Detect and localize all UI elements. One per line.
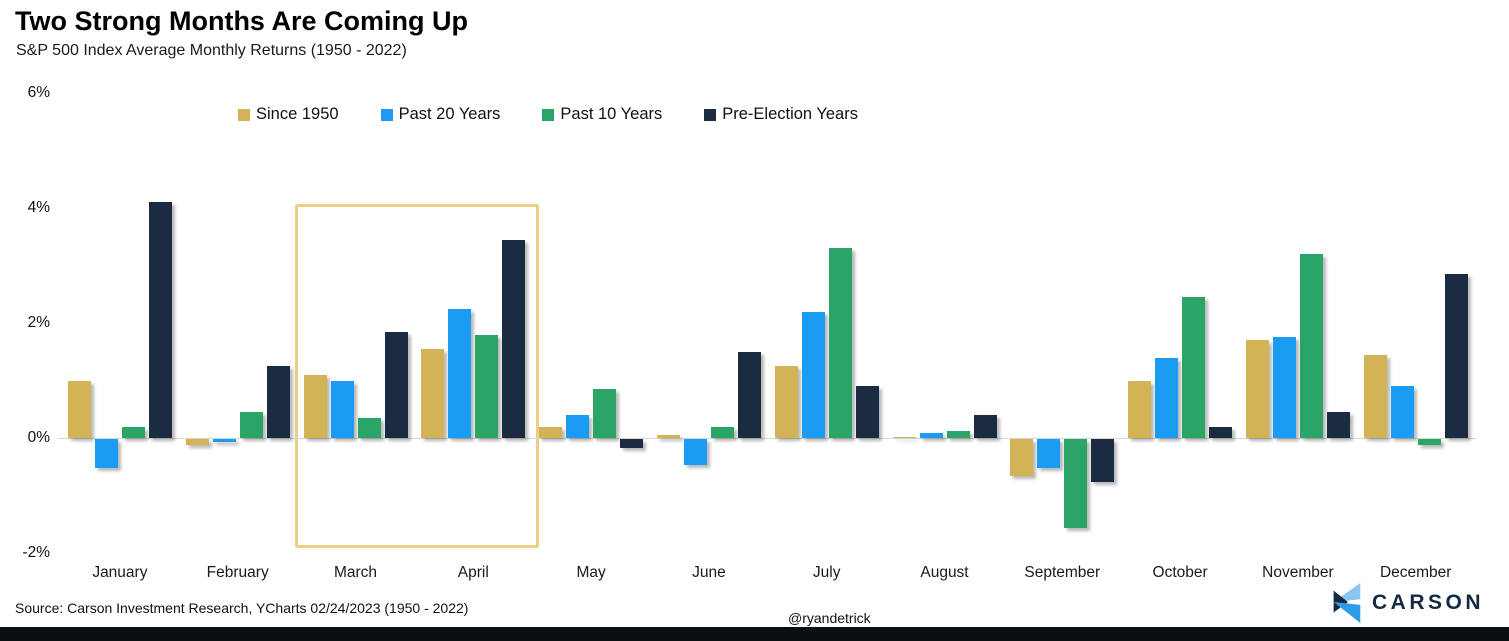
bar-pre-election-years-may [620, 439, 644, 448]
x-axis-label: December [1379, 564, 1452, 581]
x-axis-label: March [333, 564, 378, 581]
bar-past-10-years-june [710, 426, 734, 438]
zero-gridline [58, 438, 1477, 439]
legend-item: Since 1950 [238, 105, 339, 124]
x-axis-label: October [1152, 564, 1208, 581]
bar-since-1950-june [656, 435, 680, 438]
bar-past-20-years-july [801, 311, 825, 438]
page-subtitle: S&P 500 Index Average Monthly Returns (1… [16, 42, 407, 59]
x-axis-label: July [812, 564, 841, 581]
bar-since-1950-march [303, 374, 327, 438]
legend-item: Pre-Election Years [704, 105, 858, 124]
y-axis-tick: -2% [22, 544, 50, 561]
source-note: Source: Carson Investment Research, YCha… [15, 600, 469, 616]
y-axis-tick: 2% [27, 314, 50, 331]
bar-past-10-years-november [1299, 254, 1323, 438]
legend-label: Since 1950 [256, 105, 339, 123]
carson-logo: CARSON [1328, 583, 1484, 623]
bar-since-1950-august [892, 436, 916, 438]
bar-past-10-years-october [1182, 297, 1206, 438]
bar-past-10-years-august [946, 431, 970, 438]
bar-since-1950-july [774, 366, 798, 438]
bar-pre-election-years-november [1326, 412, 1350, 438]
bar-pre-election-years-march [384, 331, 408, 438]
legend-swatch-icon [238, 108, 250, 121]
bar-past-10-years-may [593, 389, 617, 438]
carson-wordmark: CARSON [1372, 591, 1485, 614]
legend-swatch-icon [380, 108, 393, 121]
twitter-handle: @ryandetrick [788, 610, 871, 626]
bar-past-10-years-march [357, 417, 381, 438]
y-axis-tick: 0% [27, 429, 50, 446]
x-axis-label: April [457, 564, 489, 581]
bar-past-20-years-april [448, 308, 472, 438]
bar-past-20-years-may [566, 415, 590, 438]
x-axis-label: May [576, 564, 606, 581]
bar-past-20-years-january [94, 439, 118, 468]
x-axis-label: February [206, 564, 269, 581]
bar-pre-election-years-january [148, 202, 172, 438]
bar-pre-election-years-april [502, 239, 526, 438]
bar-since-1950-december [1363, 354, 1387, 438]
legend-label: Past 10 Years [560, 105, 663, 123]
legend-label: Pre-Election Years [722, 105, 858, 123]
bar-past-10-years-september [1064, 439, 1088, 529]
x-axis-label: June [692, 564, 726, 581]
bar-pre-election-years-july [855, 386, 879, 438]
legend-swatch-icon [542, 108, 555, 121]
bar-since-1950-april [421, 348, 445, 438]
page-title: Two Strong Months Are Coming Up [15, 6, 468, 36]
x-axis-label: September [1024, 564, 1101, 581]
bar-past-10-years-january [121, 426, 145, 438]
carson-logo-icon [1333, 583, 1361, 623]
bar-since-1950-january [67, 380, 91, 438]
highlight-box [295, 204, 540, 548]
bar-past-20-years-november [1272, 337, 1296, 438]
bar-past-20-years-august [919, 433, 943, 438]
chart-legend: Since 1950 Past 20 Years Past 10 Years Pre-… [238, 105, 858, 124]
bar-past-20-years-september [1037, 439, 1061, 468]
bar-past-20-years-march [330, 380, 354, 438]
bar-since-1950-september [1010, 439, 1034, 477]
bar-pre-election-years-august [973, 415, 997, 438]
bar-past-20-years-february [212, 439, 236, 442]
bar-past-20-years-october [1155, 357, 1179, 438]
bar-pre-election-years-october [1209, 426, 1233, 438]
legend-item: Past 10 Years [542, 105, 662, 124]
bar-since-1950-november [1245, 340, 1269, 438]
x-axis-label: November [1262, 564, 1334, 581]
legend-swatch-icon [704, 108, 717, 121]
bar-since-1950-may [539, 426, 563, 438]
legend-item: Past 20 Years [380, 105, 501, 124]
bar-past-10-years-july [828, 248, 852, 438]
bar-pre-election-years-september [1091, 439, 1115, 483]
x-axis-label: January [92, 564, 148, 581]
bar-since-1950-october [1128, 380, 1152, 438]
bar-past-20-years-december [1390, 386, 1414, 438]
bar-pre-election-years-december [1444, 274, 1468, 438]
bar-pre-election-years-february [266, 366, 290, 438]
legend-label: Past 20 Years [398, 105, 501, 123]
y-axis-tick: 6% [27, 84, 50, 101]
bar-past-20-years-june [683, 439, 707, 465]
y-axis-tick: 4% [27, 199, 50, 216]
bar-past-10-years-december [1417, 439, 1441, 445]
bar-past-10-years-april [475, 334, 499, 438]
bar-pre-election-years-june [737, 351, 761, 438]
footer-strip [0, 627, 1509, 641]
x-axis-label: August [920, 564, 969, 581]
bar-since-1950-february [185, 439, 209, 445]
bar-past-10-years-february [239, 412, 263, 438]
